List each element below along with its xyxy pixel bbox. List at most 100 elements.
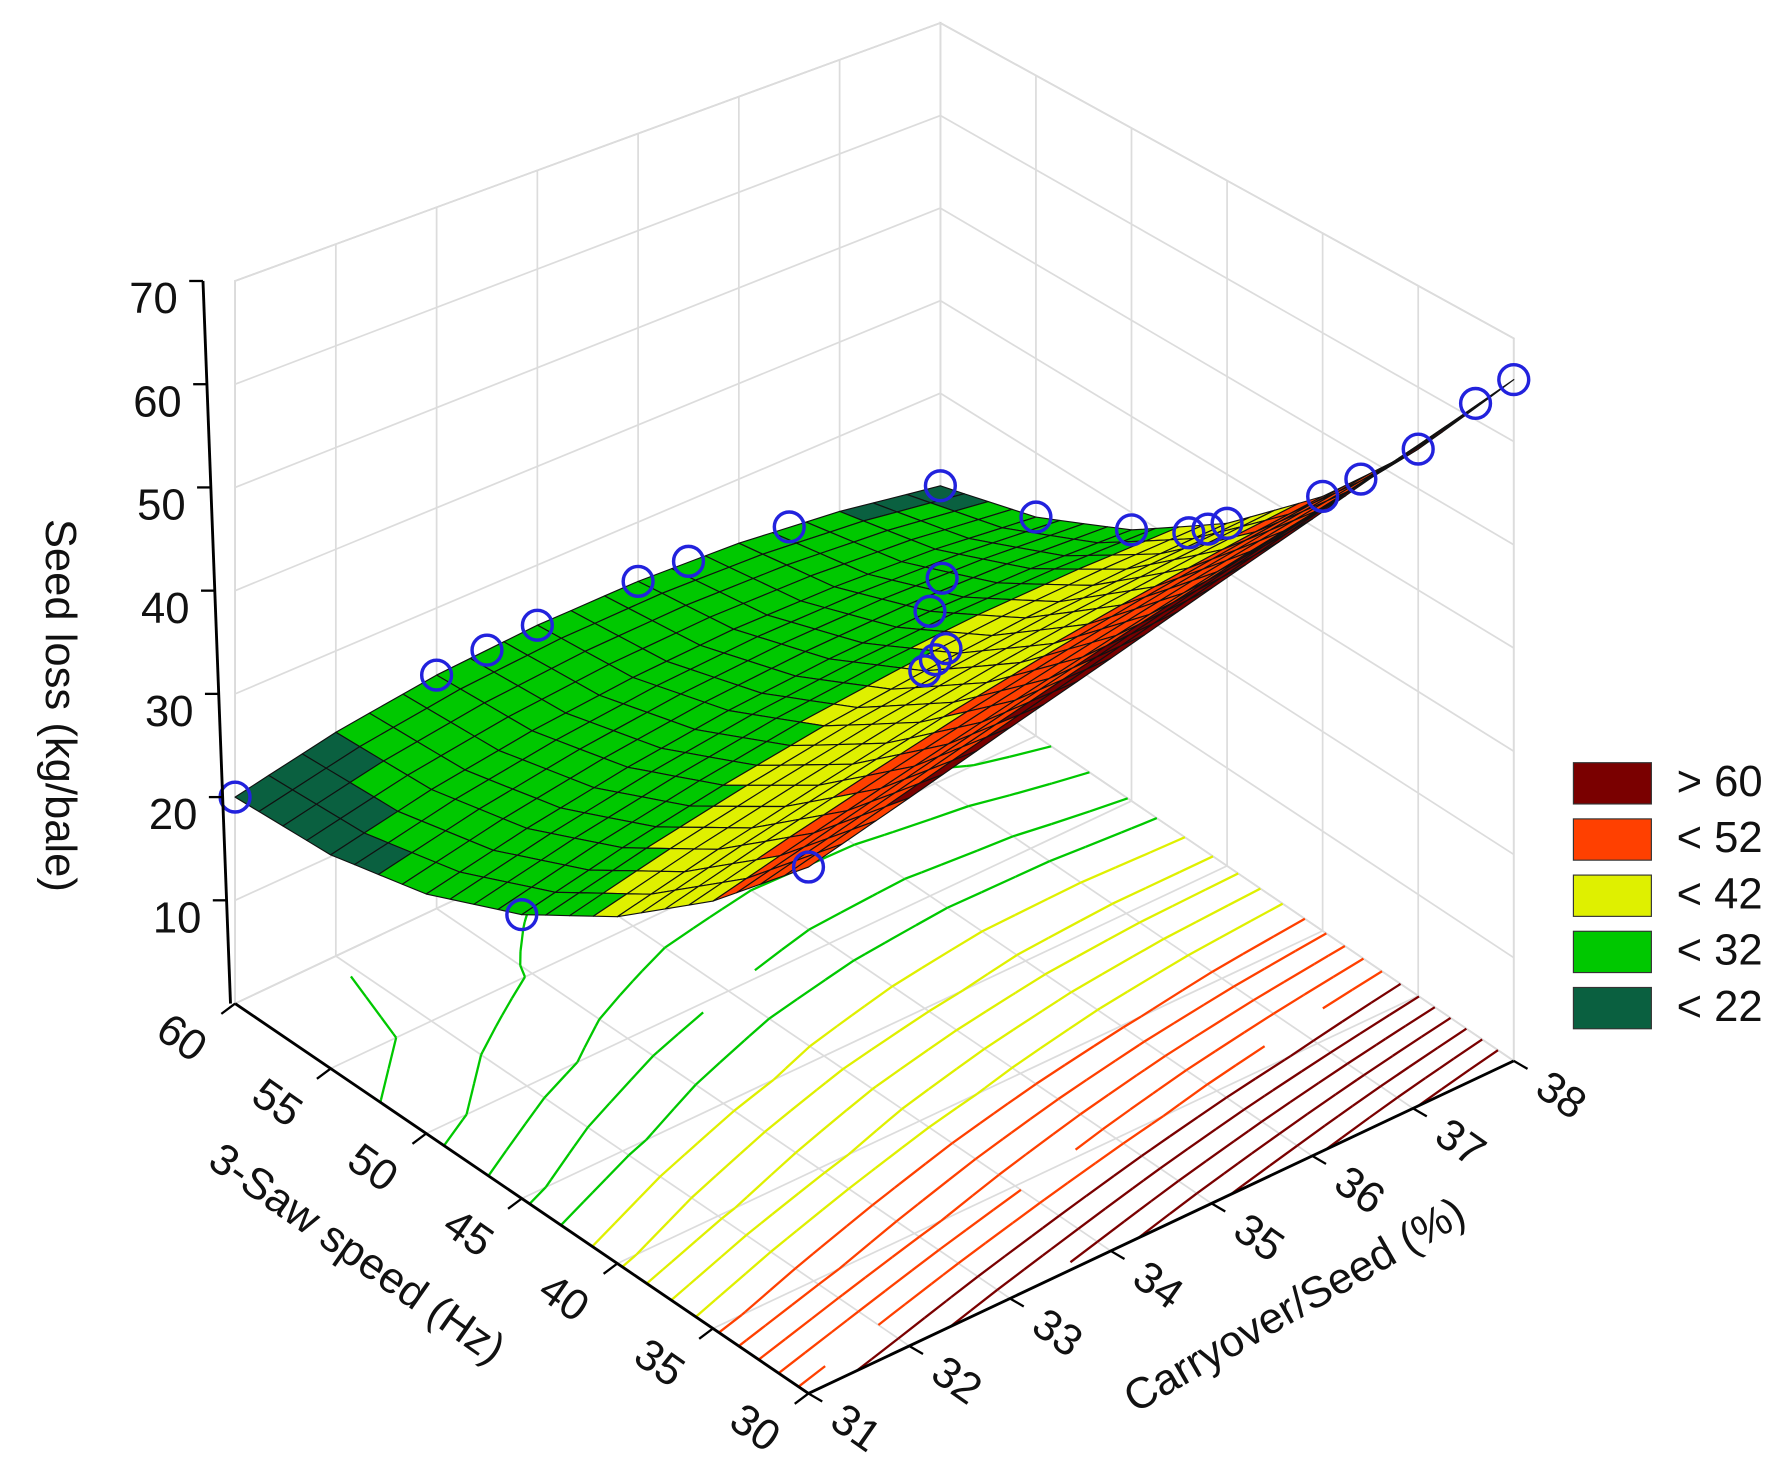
contour-line bbox=[664, 927, 694, 949]
contour-line bbox=[1206, 1064, 1237, 1086]
contour-line bbox=[1289, 1081, 1320, 1104]
contour-line bbox=[1104, 1187, 1134, 1210]
y-tick bbox=[698, 1327, 714, 1340]
contour-line bbox=[870, 1220, 898, 1244]
contour-line bbox=[971, 1173, 1000, 1197]
contour-line bbox=[510, 976, 526, 999]
contour-line bbox=[797, 1171, 826, 1195]
contour-line bbox=[605, 1154, 630, 1180]
contour-line bbox=[1278, 1113, 1309, 1135]
contour-line bbox=[968, 794, 1010, 808]
contour-line bbox=[1218, 919, 1252, 940]
contour-line bbox=[652, 1051, 659, 1057]
contour-line bbox=[1173, 1003, 1205, 1025]
contour-line bbox=[921, 948, 953, 969]
contour-line bbox=[1011, 1047, 1042, 1069]
contour-line bbox=[781, 928, 810, 951]
contour-line bbox=[688, 1083, 697, 1093]
contour-line bbox=[586, 1102, 611, 1129]
contour-line bbox=[1273, 994, 1305, 1015]
contour-line bbox=[759, 1078, 775, 1091]
contour-line bbox=[820, 1225, 848, 1249]
contour-line bbox=[895, 1203, 919, 1223]
contour-line bbox=[928, 1067, 958, 1090]
contour-line bbox=[985, 993, 1014, 1013]
contour-line bbox=[1363, 1054, 1394, 1077]
contour-line bbox=[1122, 1123, 1153, 1145]
contour-line bbox=[461, 1113, 468, 1121]
contour-line bbox=[1049, 782, 1053, 786]
contour-line bbox=[874, 1146, 903, 1170]
contour-line bbox=[1009, 745, 1052, 758]
contour-line bbox=[688, 1277, 698, 1286]
contour-line bbox=[1164, 1036, 1196, 1057]
contour-line bbox=[1029, 1133, 1054, 1153]
contour-line bbox=[1029, 1098, 1059, 1120]
contour-line bbox=[1099, 990, 1129, 1010]
contour-line bbox=[1187, 1128, 1217, 1150]
contour-line bbox=[1242, 935, 1275, 956]
z-tick-label: 60 bbox=[133, 378, 181, 426]
contour-line bbox=[796, 978, 827, 1001]
contour-line bbox=[884, 1269, 913, 1292]
contour-line bbox=[1150, 1135, 1171, 1151]
contour-line bbox=[917, 1199, 924, 1206]
data-point bbox=[1114, 513, 1149, 547]
legend-label: > 60 bbox=[1677, 758, 1763, 806]
contour-line bbox=[1227, 887, 1261, 907]
x-tick-label: 33 bbox=[1024, 1300, 1091, 1367]
contour-line bbox=[1086, 1059, 1116, 1081]
data-point bbox=[520, 608, 554, 642]
contour-line bbox=[983, 1028, 1014, 1050]
contour-line bbox=[884, 830, 894, 836]
contour-line bbox=[719, 1039, 746, 1064]
contour-line bbox=[940, 1215, 948, 1222]
contour-line bbox=[1042, 1214, 1060, 1229]
x-tick bbox=[1412, 1107, 1428, 1118]
contour-line bbox=[1068, 1008, 1099, 1031]
contour-line bbox=[938, 1247, 942, 1251]
contour-line bbox=[1120, 827, 1133, 834]
contour-line bbox=[1096, 1007, 1101, 1011]
contour-line bbox=[923, 1300, 947, 1319]
y-tick-label: 45 bbox=[435, 1200, 502, 1267]
contour-line bbox=[565, 1061, 579, 1075]
contour-line bbox=[1388, 995, 1420, 1016]
contour-line bbox=[1301, 1051, 1332, 1073]
points bbox=[218, 362, 1531, 932]
contour-line bbox=[1273, 917, 1306, 938]
contour-line bbox=[1312, 1020, 1343, 1042]
contour-line bbox=[1139, 905, 1173, 924]
contour-line bbox=[1049, 845, 1086, 863]
contour-line bbox=[720, 1272, 747, 1297]
axis-line bbox=[201, 280, 232, 1004]
contour-line bbox=[1077, 1207, 1107, 1230]
contour-line bbox=[987, 954, 1018, 975]
contour-line bbox=[656, 1033, 679, 1053]
contour-line bbox=[976, 835, 1014, 852]
contour-line bbox=[1178, 855, 1214, 874]
contour-line bbox=[524, 1108, 537, 1125]
contour-line bbox=[1334, 1078, 1358, 1096]
legend-swatch bbox=[1572, 986, 1652, 1030]
contour-line bbox=[1250, 902, 1284, 922]
contour-line bbox=[1150, 1115, 1164, 1125]
contour-line bbox=[748, 1017, 770, 1038]
contour-line bbox=[638, 1175, 661, 1199]
contour-line bbox=[1247, 1120, 1263, 1132]
contour-line bbox=[816, 1081, 827, 1091]
contour-line bbox=[1233, 967, 1266, 988]
contour-line bbox=[668, 1202, 687, 1222]
contour-line bbox=[965, 1208, 995, 1231]
contour-line bbox=[543, 1073, 568, 1099]
contour-line bbox=[1254, 1058, 1286, 1080]
y-tick bbox=[602, 1262, 619, 1275]
contour-line bbox=[998, 1153, 1027, 1176]
contour-line bbox=[1181, 970, 1213, 992]
data-point bbox=[925, 561, 959, 595]
legend-label: < 42 bbox=[1677, 870, 1763, 918]
contour-line bbox=[1041, 999, 1059, 1012]
y-tick bbox=[794, 1392, 810, 1405]
contour-line bbox=[1438, 1057, 1455, 1070]
